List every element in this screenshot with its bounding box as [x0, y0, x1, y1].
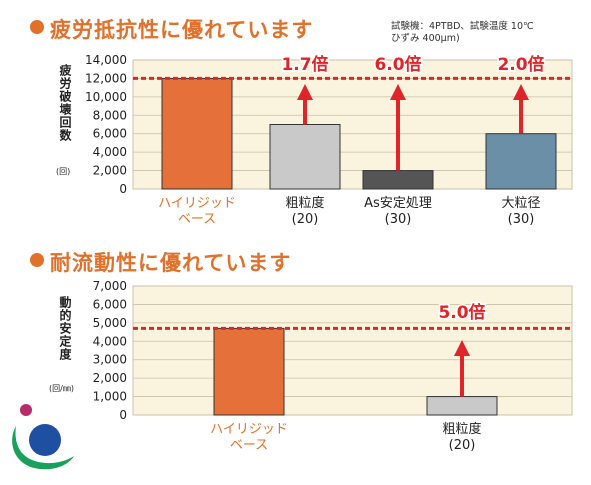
chart2-ytick-label: 0 — [119, 408, 127, 422]
heading-bullet-icon — [30, 253, 44, 267]
chart2-ylabel: 動的安定度 — [58, 296, 72, 361]
chart1-ytick-label: 10,000 — [85, 90, 127, 104]
chart1-category-label: (30) — [385, 212, 412, 227]
test-conditions-line1: 試験機：4PTBD、試験温度 10℃ — [391, 21, 534, 32]
chart1-category-label: (30) — [508, 212, 535, 227]
chart2-ratio-arrowhead — [454, 340, 470, 356]
chart1-ytick-label: 0 — [119, 182, 127, 196]
chart1-category-label: ベース — [178, 212, 216, 227]
chart2-ytick-label: 2,000 — [93, 371, 127, 385]
chart1-category-label: ハイリジッド — [158, 196, 236, 211]
chart2-ytick-label: 4,000 — [93, 334, 127, 348]
chart2-category-label: (20) — [449, 438, 476, 453]
chart1-ytick-label: 8,000 — [93, 108, 127, 122]
chart1-bar — [161, 77, 233, 190]
chart1-bar — [362, 170, 434, 190]
chart2-ytick-label: 7,000 — [93, 279, 127, 293]
chart2-bar — [213, 327, 285, 416]
chart2-heading: 耐流動性に優れています — [50, 251, 292, 275]
chart1-ratio-label: 2.0倍 — [497, 54, 544, 75]
chart2-category-label: ハイリジッド — [210, 422, 288, 437]
chart1-ytick-label: 2,000 — [93, 164, 127, 178]
chart2-ytick-label: 3,000 — [93, 353, 127, 367]
test-conditions: 試験機：4PTBD、試験温度 10℃ ひずみ 400μm) — [391, 21, 534, 45]
chart1-ytick-label: 14,000 — [85, 53, 127, 67]
chart1-category-label: (20) — [292, 212, 319, 227]
chart1-category-label: 大粒径 — [501, 196, 540, 211]
chart1-ylabel: 疲労破壊回数 — [58, 64, 72, 142]
chart1-ytick-label: 12,000 — [85, 71, 127, 85]
chart2-bar — [426, 396, 498, 416]
chart2-category-label: 粗粒度 — [442, 421, 481, 437]
chart1-ratio-label: 1.7倍 — [281, 54, 328, 75]
chart2-ratio-label: 5.0倍 — [438, 302, 485, 323]
chart1-bar — [269, 124, 341, 190]
test-conditions-line2: ひずみ 400μm) — [391, 33, 460, 44]
chart1-ytick-label: 6,000 — [93, 127, 127, 141]
company-logo-icon — [12, 404, 75, 470]
chart1-bar — [485, 133, 557, 190]
chart1-ratio-label: 6.0倍 — [374, 54, 421, 75]
chart2-ytick-label: 6,000 — [93, 297, 127, 311]
chart2-ytick-label: 1,000 — [93, 390, 127, 404]
chart1-category-label: As安定処理 — [364, 196, 432, 211]
chart1-category-label: 粗粒度 — [285, 195, 324, 211]
heading-bullet-icon — [30, 20, 44, 34]
chart2-ytick-label: 5,000 — [93, 316, 127, 330]
chart1-ratio-arrowhead — [297, 84, 313, 100]
chart2-category-label: ベース — [230, 438, 268, 453]
chart1-ytick-label: 4,000 — [93, 145, 127, 159]
chart2-yunit: (回/㎜) — [49, 384, 74, 393]
chart2-plot-area — [132, 285, 573, 416]
chart1-heading: 疲労抵抗性に優れています — [50, 18, 314, 42]
chart1-ratio-arrowhead — [390, 84, 406, 100]
chart1-yunit: (回) — [56, 167, 71, 176]
chart1-ratio-arrowhead — [513, 84, 529, 100]
